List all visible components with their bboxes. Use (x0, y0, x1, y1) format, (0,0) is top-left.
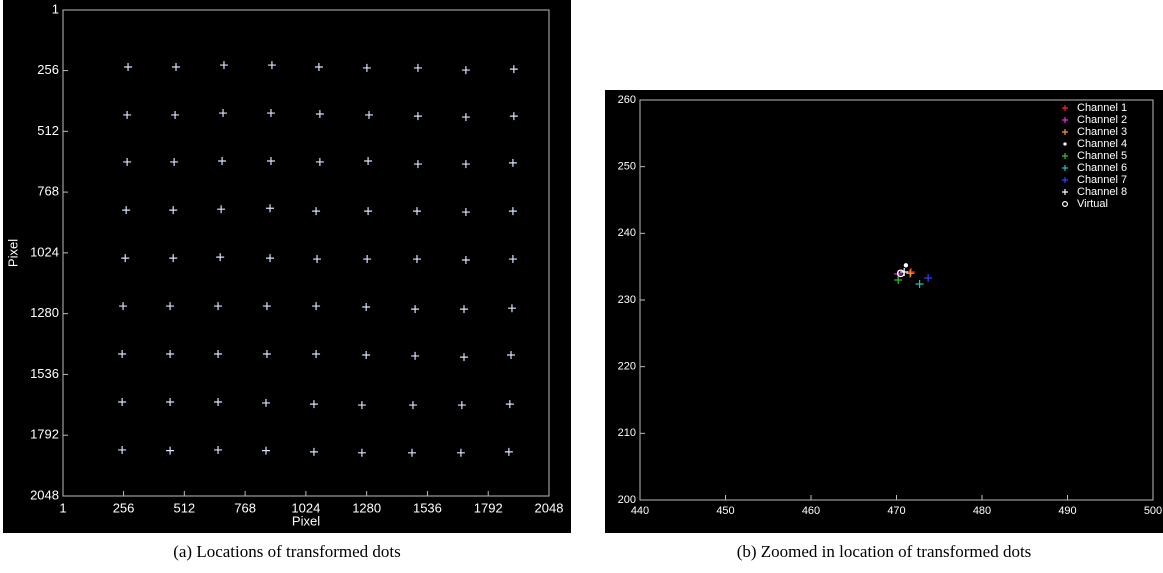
y-tick-label: 200 (618, 494, 636, 506)
y-tick-label: 256 (37, 62, 59, 77)
x-tick-label: 450 (716, 505, 734, 517)
y-tick-label: 250 (618, 161, 636, 173)
point (904, 263, 908, 267)
legend-label: Channel 7 (1077, 174, 1127, 186)
y-tick-label: 768 (37, 184, 59, 199)
caption: (b) Zoomed in location of transformed do… (737, 542, 1032, 561)
y-tick-label: 240 (618, 227, 636, 239)
y-tick-label: 1024 (30, 244, 59, 259)
y-axis-label: Pixel (5, 239, 20, 267)
x-tick-label: 1792 (474, 500, 503, 515)
y-tick-label: 210 (618, 427, 636, 439)
legend-label: Channel 6 (1077, 162, 1127, 174)
y-tick-label: 1536 (30, 366, 59, 381)
caption: (a) Locations of transformed dots (173, 542, 401, 561)
x-tick-label: 470 (887, 505, 905, 517)
x-tick-label: 1280 (352, 500, 381, 515)
figure: 1256512768102412801536179220481256512768… (0, 0, 1163, 573)
plot-background (3, 0, 571, 533)
x-tick-label: 1 (59, 500, 66, 515)
y-tick-label: 512 (37, 123, 59, 138)
x-tick-label: 2048 (535, 500, 564, 515)
legend-label: Channel 2 (1077, 114, 1127, 126)
y-tick-label: 1 (52, 1, 59, 16)
x-tick-label: 440 (631, 505, 649, 517)
legend-label: Channel 8 (1077, 186, 1127, 198)
legend-label: Virtual (1077, 198, 1108, 210)
x-tick-label: 460 (802, 505, 820, 517)
x-tick-label: 256 (113, 500, 135, 515)
x-tick-label: 1536 (413, 500, 442, 515)
y-tick-label: 220 (618, 361, 636, 373)
legend-label: Channel 1 (1077, 102, 1127, 114)
x-tick-label: 768 (234, 500, 256, 515)
legend-label: Channel 4 (1077, 138, 1127, 150)
y-tick-label: 1280 (30, 305, 59, 320)
x-tick-label: 480 (973, 505, 991, 517)
x-tick-label: 500 (1144, 505, 1162, 517)
legend-label: Channel 3 (1077, 126, 1127, 138)
legend-label: Channel 5 (1077, 150, 1127, 162)
y-tick-label: 260 (618, 94, 636, 106)
legend-marker (1063, 142, 1066, 145)
y-tick-label: 1792 (30, 427, 59, 442)
x-axis-label: Pixel (292, 513, 320, 528)
page: {"chart_data": [ {"type": "scatter", "xl… (0, 0, 1163, 573)
x-tick-label: 490 (1058, 505, 1076, 517)
series (904, 263, 908, 267)
y-tick-label: 2048 (30, 487, 59, 502)
y-tick-label: 230 (618, 294, 636, 306)
x-tick-label: 512 (173, 500, 195, 515)
